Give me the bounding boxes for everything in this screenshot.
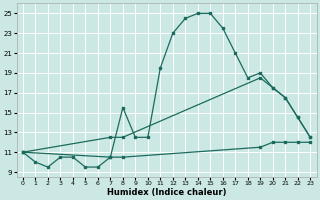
X-axis label: Humidex (Indice chaleur): Humidex (Indice chaleur) bbox=[107, 188, 226, 197]
